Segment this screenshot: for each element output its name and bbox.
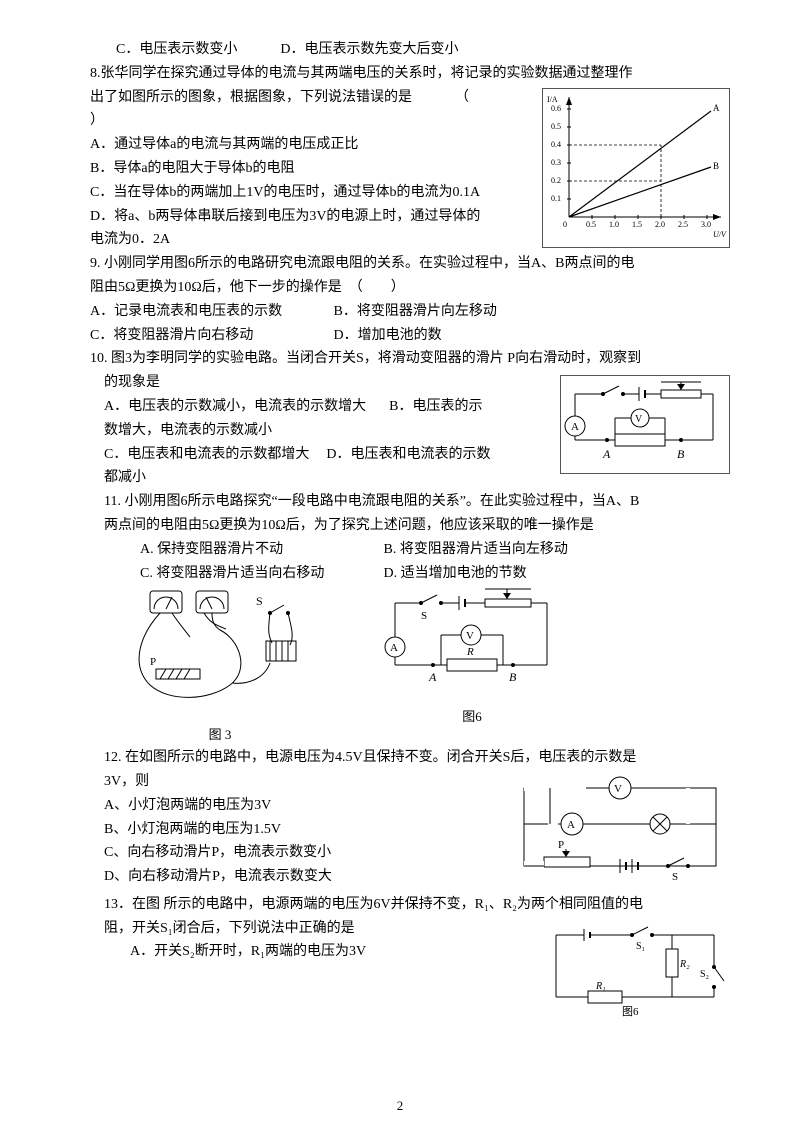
q10-opt-a: A．电压表的示数减小，电流表的示数增大	[104, 399, 366, 414]
q8-paren-open: （	[455, 90, 469, 105]
q13-stem-1: 13．在图 所示的电路中，电源两端的电压为6V并保持不变，R₁、R₂为两个相同阻…	[104, 893, 730, 917]
svg-text:B: B	[713, 161, 719, 171]
q9-opt-c: C．将变阻器滑片向右移动	[90, 324, 330, 348]
q10-stem-1: 10. 图3为李明同学的实验电路。当闭合开关S，将滑动变阻器的滑片 P向右滑动时…	[90, 347, 730, 371]
q11-opt-a: A. 保持变阻器滑片不动	[140, 538, 380, 562]
svg-text:A: A	[390, 642, 398, 654]
q11-figure-3: S P	[120, 585, 320, 722]
q9-stem-2: 阻由5Ω更换为10Ω后，他下一步的操作是 （ ）	[90, 276, 730, 300]
q11-figure-6-block: S A	[377, 585, 567, 728]
page-number: 2	[0, 1095, 800, 1117]
svg-text:2.5: 2.5	[678, 220, 688, 229]
q10-circuit-figure: A V A	[560, 375, 730, 474]
svg-text:A: A	[602, 447, 611, 461]
svg-text:0.4: 0.4	[551, 140, 561, 149]
svg-text:S: S	[256, 594, 263, 608]
q10-opt-b: B．电压表的示	[389, 399, 482, 414]
svg-text:V: V	[635, 414, 643, 425]
svg-text:0.6: 0.6	[551, 104, 561, 113]
svg-text:S₂: S₂	[700, 969, 709, 980]
q13-fig-caption: 图6	[622, 1005, 639, 1018]
svg-text:0.5: 0.5	[586, 220, 596, 229]
q11-fig6-caption: 图6	[377, 706, 567, 728]
svg-text:R: R	[466, 646, 474, 658]
svg-text:S: S	[672, 871, 678, 883]
svg-text:A: A	[428, 670, 437, 684]
q11-stem-2: 两点间的电阻由5Ω更换为10Ω后，为了探究上述问题，他应该采取的唯一操作是	[104, 514, 730, 538]
svg-text:0.2: 0.2	[551, 176, 561, 185]
svg-text:A: A	[571, 421, 579, 433]
q11-opt-b: B. 将变阻器滑片适当向左移动	[384, 542, 568, 557]
svg-text:0.1: 0.1	[551, 194, 561, 203]
q11-opt-c: C. 将变阻器滑片适当向右移动	[140, 562, 380, 586]
svg-text:0: 0	[563, 220, 567, 229]
prev-opt-c: C．电压表示数变小	[116, 42, 237, 57]
svg-text:A: A	[713, 103, 720, 113]
q9-stem-1: 9. 小刚同学用图6所示的电路研究电流跟电阻的关系。在实验过程中，当A、B两点间…	[90, 252, 730, 276]
question-11: 11. 小刚用图6所示电路探究“一段电路中电流跟电阻的关系”。在此实验过程中，当…	[90, 490, 730, 746]
q11-opt-d: D. 适当增加电池的节数	[384, 566, 527, 581]
q9-opt-d: D．增加电池的数	[334, 328, 442, 343]
q12-circuit-figure: V A P	[510, 774, 730, 893]
svg-text:1.0: 1.0	[609, 220, 619, 229]
svg-text:B: B	[509, 670, 517, 684]
svg-text:2.0: 2.0	[655, 220, 665, 229]
question-12: 12. 在如图所示的电路中，电源电压为4.5V且保持不变。闭合开关S后，电压表的…	[90, 746, 730, 893]
question-13: 13．在图 所示的电路中，电源两端的电压为6V并保持不变，R₁、R₂为两个相同阻…	[90, 893, 730, 1030]
q9-opt-b: B．将变阻器滑片向左移动	[334, 304, 497, 319]
svg-text:R₁: R₁	[595, 981, 606, 992]
svg-text:P: P	[150, 656, 156, 668]
question-9: 9. 小刚同学用图6所示的电路研究电流跟电阻的关系。在实验过程中，当A、B两点间…	[90, 252, 730, 347]
svg-text:I/A: I/A	[547, 95, 558, 104]
q12-stem-1: 12. 在如图所示的电路中，电源电压为4.5V且保持不变。闭合开关S后，电压表的…	[104, 746, 730, 770]
q11-stem-1: 11. 小刚用图6所示电路探究“一段电路中电流跟电阻的关系”。在此实验过程中，当…	[104, 490, 730, 514]
q8-chart: I/A 0.1 0.2 0.3 0.4 0.5 0.6 0 0.5 1.0 1.…	[542, 88, 730, 249]
svg-text:P: P	[558, 839, 564, 851]
svg-text:A: A	[567, 819, 575, 831]
svg-text:1.5: 1.5	[632, 220, 642, 229]
prev-question-options: C．电压表示数变小 D．电压表示数先变大后变小	[90, 38, 730, 62]
svg-text:V: V	[466, 630, 474, 642]
svg-text:3.0: 3.0	[701, 220, 711, 229]
svg-text:S₁: S₁	[636, 941, 645, 952]
q13-circuit-figure: S₁ S₂ R₂ R₁ 图6	[540, 919, 730, 1030]
prev-opt-d: D．电压表示数先变大后变小	[280, 42, 458, 57]
svg-text:R₂: R₂	[679, 959, 690, 970]
svg-text:S: S	[421, 610, 427, 622]
q10-opt-d: D．电压表和电流表的示数	[326, 447, 490, 462]
q11-figure-6: S A	[377, 585, 567, 704]
q11-figure-3-block: S P	[120, 585, 320, 746]
svg-text:0.3: 0.3	[551, 158, 561, 167]
q9-opt-a: A．记录电流表和电压表的示数	[90, 300, 330, 324]
q11-fig3-caption: 图 3	[120, 724, 320, 746]
svg-text:0.5: 0.5	[551, 122, 561, 131]
question-10: 10. 图3为李明同学的实验电路。当闭合开关S，将滑动变阻器的滑片 P向右滑动时…	[90, 347, 730, 490]
svg-text:V: V	[614, 783, 622, 795]
svg-text:B: B	[677, 447, 685, 461]
question-8: 8.张华同学在探究通过导体的电流与其两端电压的关系时，将记录的实验数据通过整理作…	[90, 62, 730, 252]
q10-opt-c: C．电压表和电流表的示数都增大	[104, 447, 309, 462]
svg-text:U/V: U/V	[713, 230, 727, 239]
q8-stem-1: 8.张华同学在探究通过导体的电流与其两端电压的关系时，将记录的实验数据通过整理作	[90, 62, 730, 86]
